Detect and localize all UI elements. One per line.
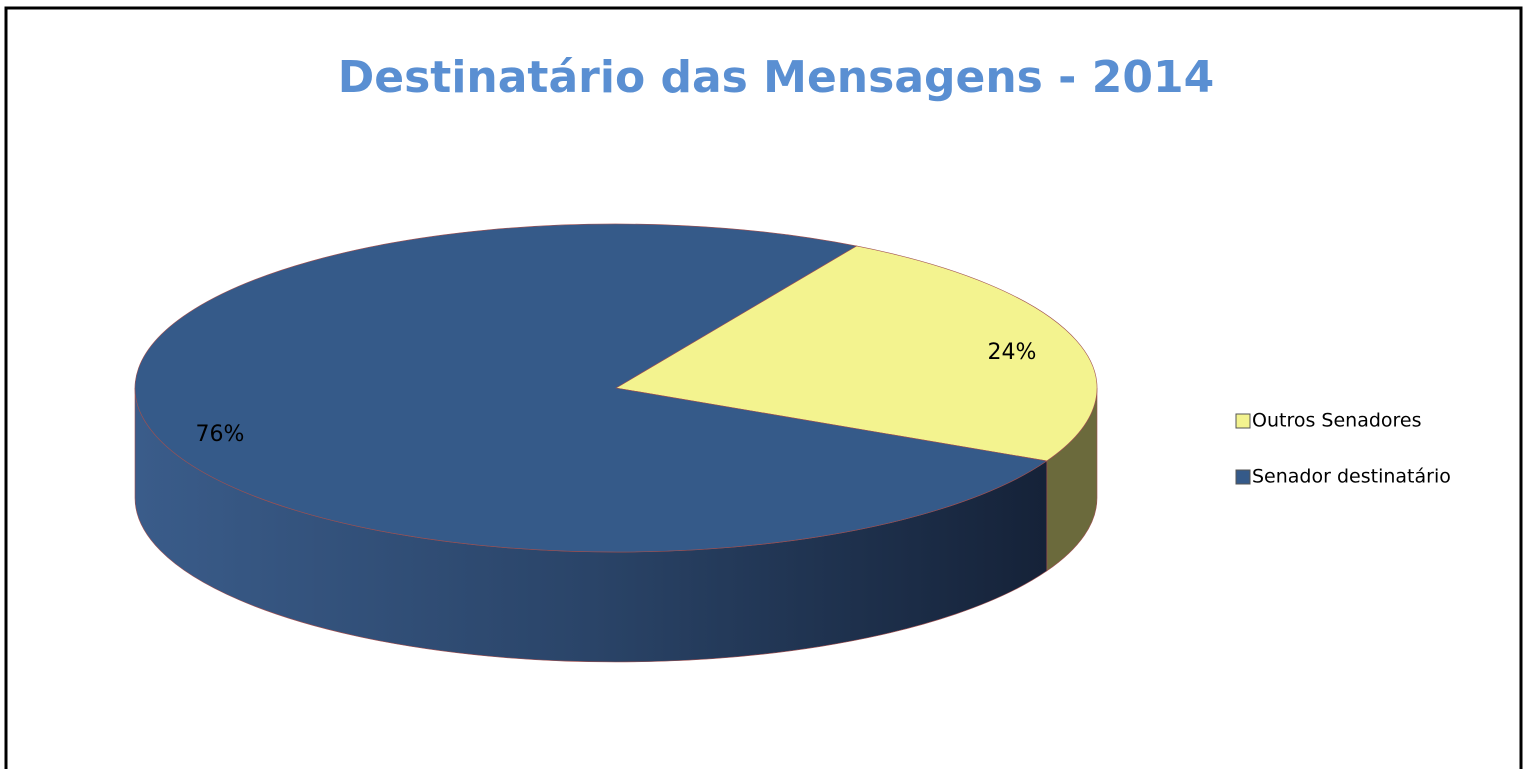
legend-swatch: [1235, 413, 1251, 429]
pie-slice: [134, 223, 1048, 553]
legend-label: Senador destinatário: [1252, 466, 1451, 488]
chart-title: Destinatário das Mensagens - 2014: [338, 52, 1214, 103]
legend-label: Outros Senadores: [1252, 410, 1422, 432]
pie-slice: [615, 245, 1098, 462]
data-label: 76%: [196, 422, 245, 447]
data-label: 24%: [988, 340, 1037, 365]
legend-swatch: [1235, 469, 1251, 485]
